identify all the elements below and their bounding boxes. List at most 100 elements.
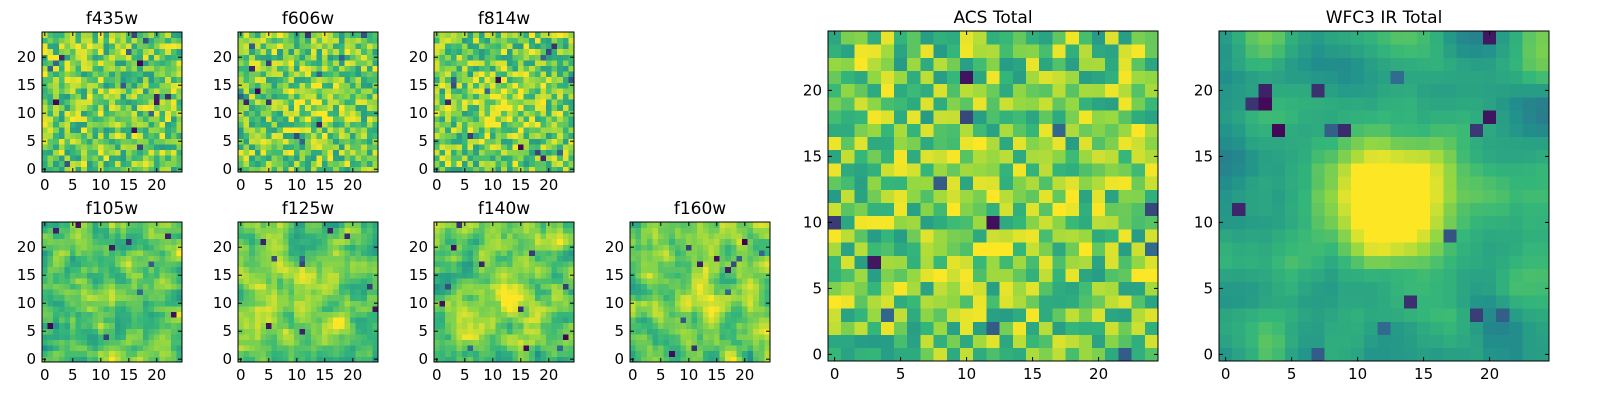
y-tick-label: 20 [409,48,428,66]
heatmap-cell [501,71,508,78]
heatmap-cell [473,311,480,318]
heatmap-cell [540,250,547,256]
heatmap-cell [333,76,340,83]
heatmap-cell [467,99,474,106]
heatmap-cell [434,160,440,167]
heatmap-cell [299,104,306,111]
heatmap-cell [529,334,536,340]
heatmap-cell [758,306,765,312]
heatmap-cell [260,48,267,55]
heatmap-cell [562,334,569,340]
heatmap-cell [495,93,502,100]
heatmap-cell [646,345,653,352]
heatmap-cell [249,88,256,94]
heatmap-cell [333,294,340,301]
heatmap-cell [238,60,244,66]
heatmap-cell [506,261,513,268]
heatmap-cell [176,278,183,284]
heatmap-cell [1065,255,1080,269]
heatmap-cell [277,261,284,268]
heatmap-cell [1052,215,1066,230]
heatmap-cell [366,88,373,94]
heatmap-cell [366,261,373,268]
heatmap-cell [316,149,323,156]
heatmap-cell [372,149,379,156]
heatmap-cell [456,32,463,38]
heatmap-cell [462,104,468,111]
heatmap-cell [663,266,670,273]
heatmap-cell [490,227,496,234]
heatmap-cell [159,238,166,245]
heatmap-cell [1131,189,1146,203]
heatmap-cell [299,334,306,340]
heatmap-cell [730,306,737,312]
heatmap-cell [350,345,356,352]
heatmap-cell [170,65,177,72]
heatmap-cell [366,345,373,352]
x-tick-label: 15 [511,366,530,384]
heatmap-cell [266,88,272,94]
heatmap-cell [271,278,278,284]
heatmap-cell [266,138,272,145]
heatmap-cell [142,227,149,234]
heatmap-cell [53,37,60,44]
heatmap-cell [764,322,771,329]
heatmap-cell [562,127,569,134]
heatmap-cell [92,155,99,162]
heatmap-cell [973,229,987,243]
heatmap-cell [484,283,491,290]
heatmap-cell [75,255,82,262]
heatmap-cell [523,76,530,83]
heatmap-cell [137,350,144,357]
heatmap-cell [271,160,278,167]
heatmap-cell [327,48,334,55]
heatmap-cell [243,110,250,117]
heatmap-cell [669,255,676,262]
heatmap-cell [98,138,104,145]
heatmap-cell [764,317,771,324]
heatmap-cell [305,283,312,290]
heatmap-cell [294,289,300,296]
heatmap-cell [137,300,144,307]
heatmap-cell [456,300,463,307]
heatmap-cell [742,283,748,290]
heatmap-cell [753,339,760,346]
heatmap-cell [249,272,256,279]
heatmap-cell [92,54,99,61]
heatmap-cell [131,48,138,55]
heatmap-cell [439,250,446,256]
heatmap-cell [467,311,474,318]
heatmap-cell [254,266,261,273]
heatmap-cell [64,350,71,357]
heatmap-cell [159,76,166,83]
heatmap-cell [305,127,312,134]
heatmap-cell [894,189,908,203]
heatmap-cell [254,317,261,324]
heatmap-cell [81,99,88,106]
heatmap-cell [490,93,496,100]
heatmap-cell [753,350,760,357]
heatmap-cell [551,311,558,318]
heatmap-cell [641,233,648,240]
heatmap-cell [366,54,373,61]
heatmap-cell [742,289,748,296]
heatmap-cell [445,48,452,55]
heatmap-cell [534,149,541,156]
heatmap-cell [92,166,99,173]
heatmap-cell [467,317,474,324]
heatmap-cell [946,176,961,190]
heatmap-cell [350,127,356,134]
heatmap-cell [467,93,474,100]
heatmap-cell [523,289,530,296]
heatmap-cell [490,110,496,117]
heatmap-cell [70,37,76,44]
heatmap-cell [450,65,457,72]
heatmap-cell [260,289,267,296]
heatmap-cell [523,328,530,335]
heatmap-cell [518,350,524,357]
heatmap-cell [506,350,513,357]
heatmap-cell [81,48,88,55]
heatmap-cell [282,71,289,78]
heatmap-cell [478,283,485,290]
heatmap-cell [338,71,345,78]
